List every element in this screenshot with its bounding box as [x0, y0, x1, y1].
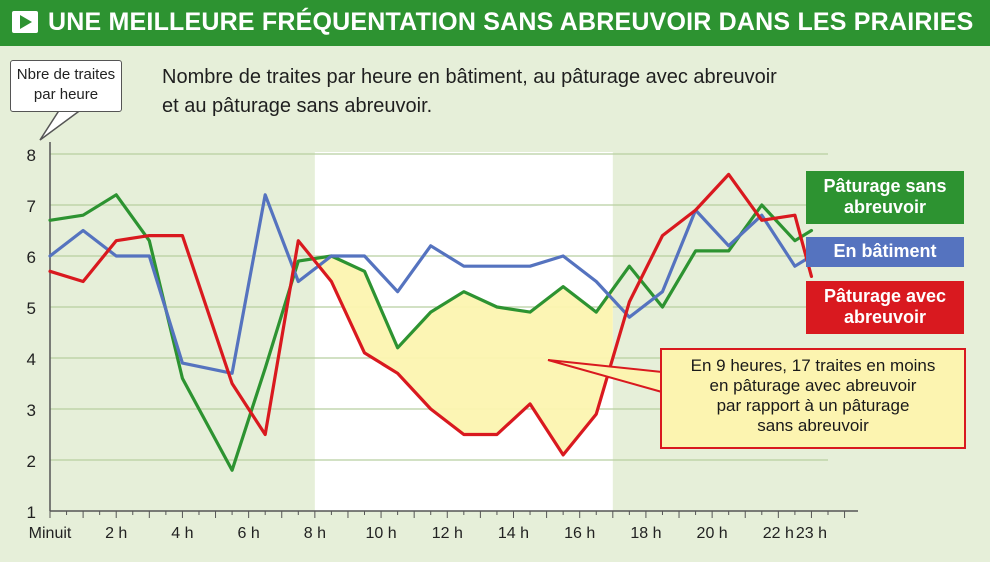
- x-tick-label: 23 h: [796, 525, 827, 542]
- annotation-line-3: par rapport à un pâturage: [716, 396, 910, 415]
- series-label-avec-abreuvoir: Pâturage avec abreuvoir: [806, 281, 964, 334]
- series-label-sans-line-2: abreuvoir: [843, 197, 927, 217]
- y-tick-label: 8: [27, 146, 36, 165]
- y-tick-label: 5: [27, 299, 36, 318]
- y-tick-label: 7: [27, 197, 36, 216]
- subtitle-line-2: et au pâturage sans abreuvoir.: [162, 95, 433, 117]
- annotation-callout: En 9 heures, 17 traites en moins en pâtu…: [660, 348, 966, 449]
- y-tick-label: 4: [27, 350, 36, 369]
- y-unit-line-1: Nbre de traites: [16, 66, 116, 83]
- series-line-sans_abreuvoir: [48, 193, 814, 472]
- annotation-line-2: en pâturage avec abreuvoir: [709, 376, 917, 395]
- title-bar: UNE MEILLEURE FRÉQUENTATION SANS ABREUVO…: [0, 0, 990, 46]
- play-arrow-icon: [12, 11, 38, 33]
- y-unit-line-2: par heure: [33, 86, 99, 103]
- y-tick-label: 6: [27, 248, 36, 267]
- y-axis-unit-callout: Nbre de traites par heure: [10, 60, 122, 112]
- x-tick-label: 4 h: [171, 525, 193, 542]
- chart-subtitle: Nombre de traites par heure en bâtiment,…: [162, 63, 922, 121]
- x-tick-label: 12 h: [432, 525, 463, 542]
- annotation-line-4: sans abreuvoir: [757, 416, 869, 435]
- x-tick-label: 20 h: [697, 525, 728, 542]
- y-tick-label: 1: [27, 503, 36, 522]
- x-tick-label: 16 h: [564, 525, 595, 542]
- series-line-avec_abreuvoir: [48, 172, 814, 457]
- series-line-batiment: [48, 193, 814, 375]
- x-tick-label: 8 h: [304, 525, 326, 542]
- annotation-line-1: En 9 heures, 17 traites en moins: [690, 356, 936, 375]
- x-tick-label: Minuit: [29, 525, 72, 542]
- series-label-batiment: En bâtiment: [806, 237, 964, 267]
- series-label-avec-line-1: Pâturage avec: [823, 286, 947, 306]
- y-tick-label: 2: [27, 452, 36, 471]
- y-tick-label: 3: [27, 401, 36, 420]
- x-tick-label: 10 h: [365, 525, 396, 542]
- x-tick-label: 22 h: [763, 525, 794, 542]
- subtitle-line-1: Nombre de traites par heure en bâtiment,…: [162, 66, 777, 88]
- series-label-sans-line-1: Pâturage sans: [823, 176, 947, 196]
- x-tick-label: 2 h: [105, 525, 127, 542]
- series-label-sans-abreuvoir: Pâturage sans abreuvoir: [806, 171, 964, 224]
- x-tick-label: 14 h: [498, 525, 529, 542]
- chart-title: UNE MEILLEURE FRÉQUENTATION SANS ABREUVO…: [48, 8, 974, 36]
- x-tick-label: 18 h: [630, 525, 661, 542]
- x-tick-label: 6 h: [238, 525, 260, 542]
- series-label-avec-line-2: abreuvoir: [843, 307, 927, 327]
